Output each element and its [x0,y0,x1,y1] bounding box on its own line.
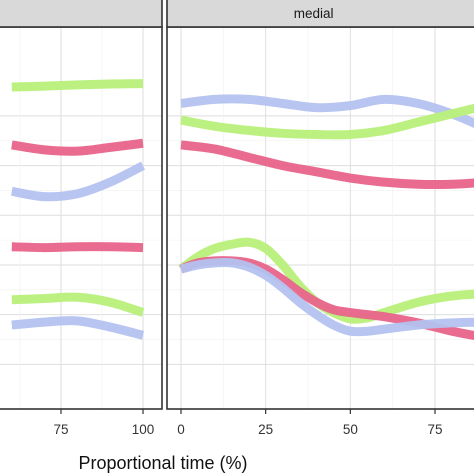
series-line-green [11,292,145,317]
series-group [178,94,474,341]
series-line-blue [179,257,474,337]
x-tick-label: 25 [258,422,273,437]
x-tick-label: 75 [53,422,68,437]
facet-strip [166,0,474,28]
series-line-blue [10,161,146,202]
series-line-pink [11,242,144,253]
panel-medial: medial 0 25 50 75 [166,0,474,437]
x-tick-label: 75 [427,422,442,437]
series-line-blue [180,94,474,128]
facet-strip-label: medial [294,6,334,21]
series-line-pink [11,138,144,156]
series-line-pink [180,140,474,189]
series-line-blue [11,316,145,340]
x-tick-label: 100 [132,422,155,437]
series-group [10,79,146,340]
grid-lines [0,27,162,409]
x-tick-label: 50 [343,422,358,437]
facet-strip [0,0,163,28]
panel-background [167,27,474,409]
panel-left: 75 100 [0,0,163,437]
x-tick-label: 0 [177,422,185,437]
series-line-green [180,103,474,140]
series-line-green [11,79,144,92]
x-axis-title: Proportional time (%) [78,453,247,473]
